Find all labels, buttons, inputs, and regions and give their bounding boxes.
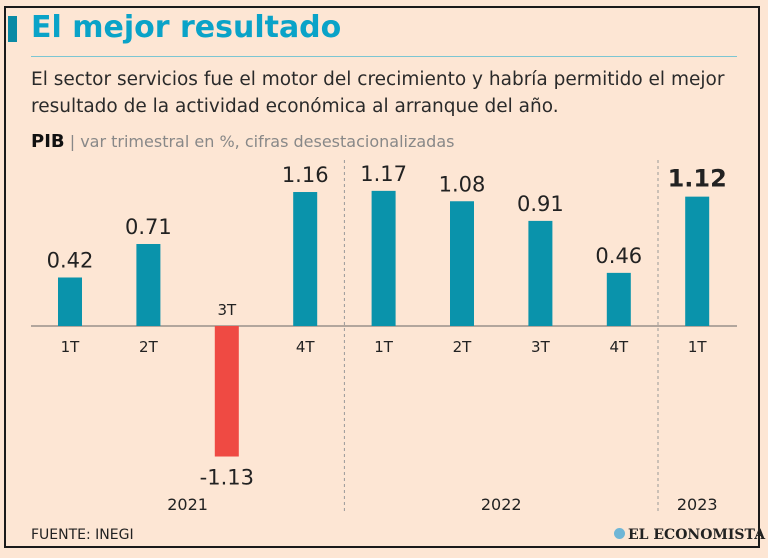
category-label: 4T <box>296 338 316 356</box>
data-label: 0.71 <box>125 215 172 239</box>
logo-icon <box>614 528 625 539</box>
bar <box>606 272 631 326</box>
data-label: 1.16 <box>282 163 329 187</box>
unit-bold: PIB <box>31 131 65 152</box>
title-divider <box>31 56 737 57</box>
bar <box>214 326 239 457</box>
source: FUENTE: INEGI <box>31 527 134 543</box>
data-label: 0.46 <box>595 244 642 268</box>
category-label: 2T <box>453 338 473 356</box>
data-label: 0.42 <box>47 248 94 272</box>
data-label: 1.12 <box>668 165 727 193</box>
category-label: 1T <box>61 338 81 356</box>
category-label: 3T <box>217 301 237 319</box>
bar <box>293 192 318 326</box>
category-label: 1T <box>374 338 394 356</box>
title-accent <box>8 16 17 42</box>
category-label: 3T <box>531 338 551 356</box>
bar <box>450 201 474 326</box>
chart-subtitle: El sector servicios fue el motor del cre… <box>31 69 725 117</box>
logo: EL ECONOMISTA <box>614 527 765 543</box>
chart-frame <box>4 6 760 548</box>
category-label: 4T <box>609 338 629 356</box>
bar <box>136 243 161 326</box>
category-label: 2T <box>139 338 159 356</box>
bar <box>528 220 553 326</box>
data-label: 1.17 <box>360 162 407 186</box>
data-label: -1.13 <box>200 466 254 490</box>
data-label: 0.91 <box>517 192 564 216</box>
bar <box>58 277 82 326</box>
year-label: 2022 <box>481 495 522 514</box>
chart-title: El mejor resultado <box>31 10 342 45</box>
logo-text: EL ECONOMISTA <box>628 527 766 543</box>
bar <box>685 196 710 326</box>
unit-label: PIB | var trimestral en %, cifras desest… <box>31 131 454 152</box>
unit-sep: | <box>69 132 76 151</box>
category-label: 1T <box>688 338 708 356</box>
year-label: 2021 <box>167 495 208 514</box>
year-label: 2023 <box>677 495 718 514</box>
bar <box>371 190 396 326</box>
data-label: 1.08 <box>439 172 486 196</box>
unit-text: var trimestral en %, cifras desestaciona… <box>80 132 455 151</box>
